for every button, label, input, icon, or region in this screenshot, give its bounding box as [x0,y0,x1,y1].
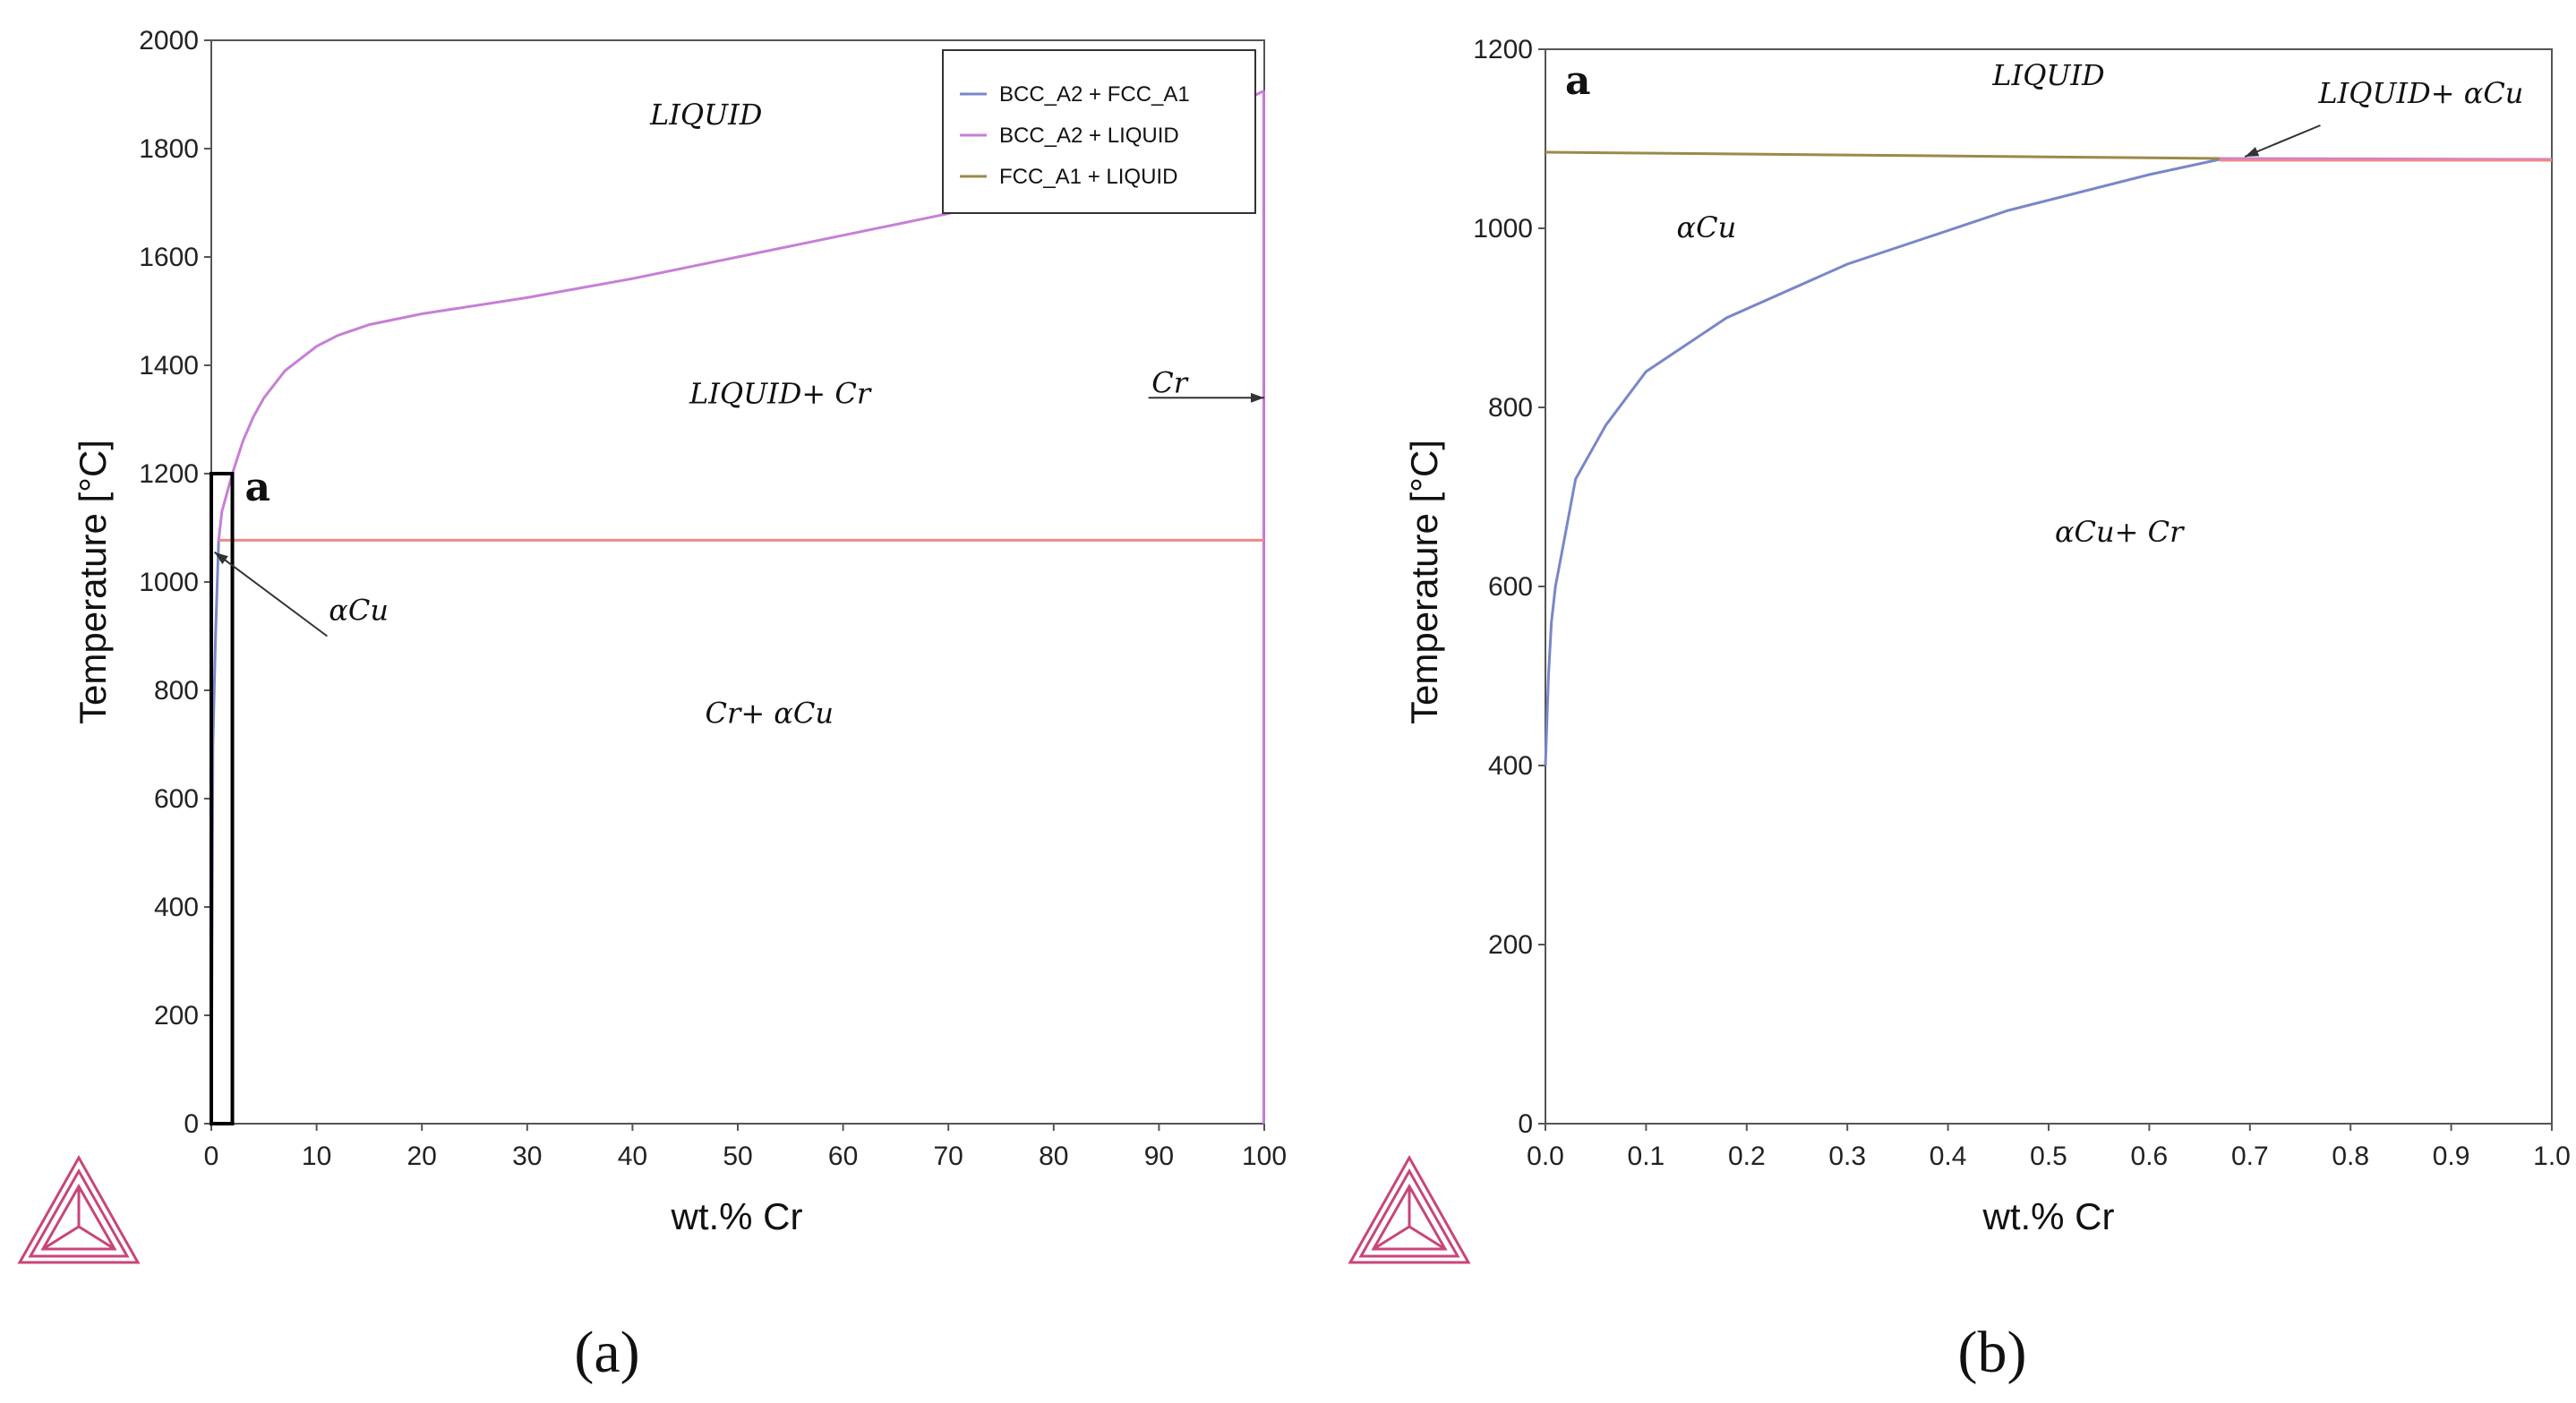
region-label-cr: Cr [1151,365,1188,399]
b-xtick-label: 1.0 [2533,1142,2571,1171]
a-xtick-label: 90 [1144,1142,1174,1171]
a-xtick-label: 100 [1242,1142,1287,1171]
b-ytick-label: 1000 [1473,214,1533,244]
b-ytick-label: 400 [1488,751,1533,781]
b-xtick-label: 0.3 [1828,1142,1866,1171]
region-label-alpha-cu-b: αCu [1676,210,1736,244]
a-ytick-label: 1200 [139,459,199,489]
y-axis-label-a: Temperature [°C] [72,440,114,724]
arrow-alpha-cu-head [214,552,228,565]
arrow-liquid-alpha-cu-head [2245,147,2260,157]
b-series-bcc-a2-fcc-a1 [1544,158,2221,766]
arrow-liquid-alpha-cu [2244,124,2321,158]
a-xtick-label: 40 [618,1142,647,1171]
legend-entry-bcc-liquid: BCC_A2 + LIQUID [999,124,1179,148]
b-ytick-label: 800 [1488,393,1533,423]
x-axis-label-b: wt.% Cr [1982,1195,2115,1237]
b-ytick-label: 200 [1488,930,1533,960]
a-ytick-label: 1400 [139,351,199,381]
a-xtick-label: 80 [1039,1142,1068,1171]
legend-entry-bcc-fcc: BCC_A2 + FCC_A1 [999,82,1190,107]
inset-box-label: a [245,465,271,510]
a-ytick-label: 1000 [139,568,199,597]
annotation-arrows-a [213,392,1264,637]
legend: BCC_A2 + FCC_A1 BCC_A2 + LIQUID FCC_A1 +… [942,49,1256,214]
a-ytick-label: 1600 [139,243,199,272]
a-xtick-label: 60 [828,1142,858,1171]
x-axis-label-a: wt.% Cr [671,1195,803,1237]
region-label-alpha-cu: αCu [329,593,389,627]
b-xtick-label: 0.0 [1527,1142,1564,1171]
a-ytick-label: 1800 [139,134,199,164]
b-xtick-label: 0.8 [2332,1142,2369,1171]
panel-caption-a: (a) [574,1320,639,1385]
thermocalc-logo-icon [1348,1154,1471,1264]
a-xtick-label: 30 [512,1142,542,1171]
legend-box [942,49,1256,214]
region-label-alpha-cu-cr: αCu+ Cr [2055,515,2185,549]
a-xtick-label: 50 [723,1142,752,1171]
a-ytick-label: 400 [154,893,199,922]
a-ytick-label: 800 [154,676,199,706]
a-xtick-label: 70 [934,1142,963,1171]
a-ytick-label: 200 [154,1001,199,1031]
b-xtick-label: 0.9 [2433,1142,2470,1171]
a-ytick-label: 0 [184,1109,199,1139]
arrow-alpha-cu [213,551,328,637]
arrow-cr-head [1250,392,1264,403]
region-label-liquid: LIQUID [649,98,762,132]
panel-b-inset-label: a [1565,58,1591,104]
a-xtick-label: 0 [204,1142,219,1171]
tick-group-a: 0 10 20 30 40 50 60 70 80 90 100020040060080010001… [139,26,1287,1171]
plot-area-b [1545,48,2553,1125]
thermocalc-logo-icon [17,1154,141,1264]
b-xtick-label: 0.5 [2030,1142,2067,1171]
panel-caption-b: (b) [1958,1320,2027,1385]
panel-b: 0.0 0.1 0.2 0.3 0.4 0.5 0.6 0.7 0.8 0.9 1.0 0 200 400… [1348,35,2571,1264]
region-label-cr-alpha-cu: Cr+ αCu [706,696,834,730]
annotation-arrows-b [2244,124,2321,158]
b-ytick-label: 0 [1518,1109,1533,1139]
b-xtick-label: 0.6 [2131,1142,2169,1171]
b-series-fcc-a1-liquid [1545,150,2221,160]
region-label-liquid-cr: LIQUID+ Cr [689,376,872,410]
region-label-liquid-b: LIQUID [1991,58,2104,92]
b-ytick-label: 1200 [1473,35,1533,64]
legend-entry-fcc-liquid: FCC_A1 + LIQUID [999,165,1177,189]
inset-region-box [210,472,235,1125]
plot-area-a [210,39,1265,1125]
a-ytick-label: 2000 [139,26,199,56]
b-xtick-label: 0.2 [1728,1142,1766,1171]
b-xtick-label: 0.4 [1930,1142,1967,1171]
b-ytick-label: 600 [1488,572,1533,602]
panel-a: 0 10 20 30 40 50 60 70 80 90 100020040060080010001… [17,26,1287,1264]
b-xtick-label: 0.1 [1628,1142,1665,1171]
tick-group-b: 0.0 0.1 0.2 0.3 0.4 0.5 0.6 0.7 0.8 0.9 1.0 0 200 400… [1473,35,2571,1171]
y-axis-label-b: Temperature [°C] [1403,440,1445,724]
a-ytick-label: 600 [154,784,199,814]
region-label-liquid-alpha-cu: LIQUID+ αCu [2317,76,2523,110]
a-xtick-label: 10 [302,1142,331,1171]
b-xtick-label: 0.7 [2231,1142,2269,1171]
series-group-b [1544,150,2553,766]
a-xtick-label: 20 [407,1142,437,1171]
